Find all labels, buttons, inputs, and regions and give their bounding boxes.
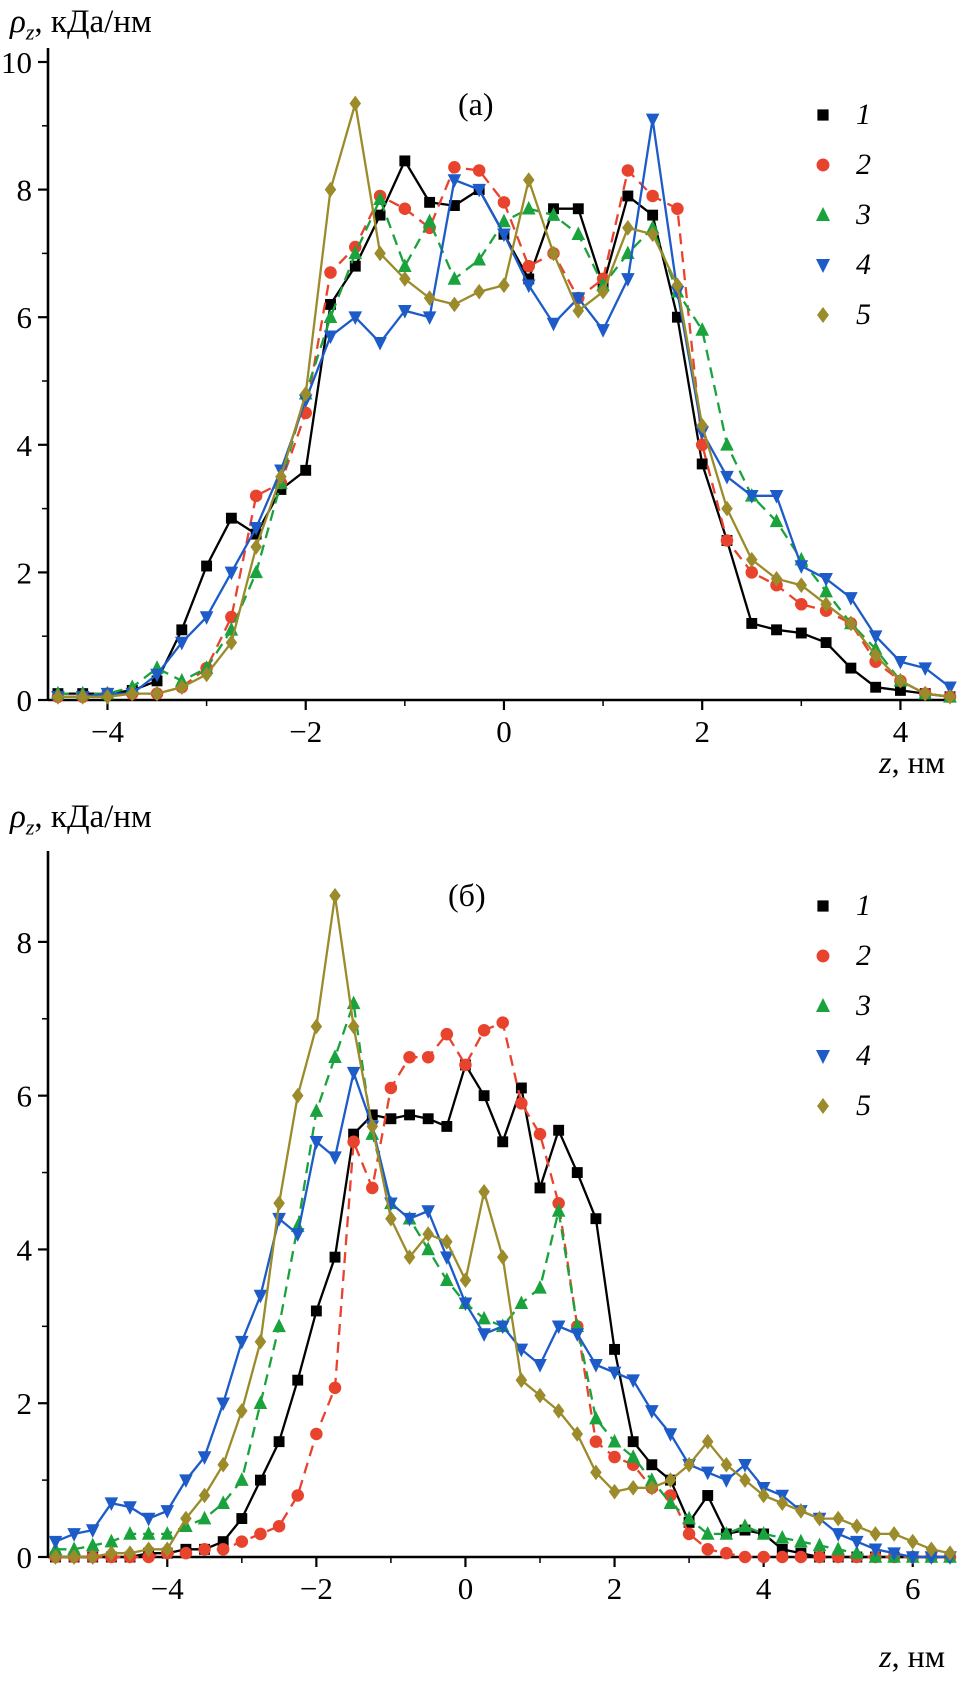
ticks: −4 −2 0 2 4 6 0 2 4 6 8 [17, 925, 921, 1606]
rho-symbol: ρ [10, 799, 26, 835]
axes [46, 48, 950, 702]
x-tick-label: −2 [300, 1571, 333, 1606]
legend-entry-1: 1 [812, 881, 871, 931]
x-tick-label: −2 [289, 714, 322, 749]
z-symbol: z [879, 1638, 892, 1674]
chart-canvas-b: −4 −2 0 2 4 6 0 2 4 6 8 [17, 851, 957, 1606]
legend-entry-label: 4 [856, 1039, 871, 1072]
legend-entry-5: 5 [812, 1081, 871, 1131]
legend-entry-label: 4 [856, 248, 871, 281]
legend-marker-triangle-up-icon [816, 997, 830, 1012]
rho-symbol: ρ [10, 4, 26, 40]
legend-marker-diamond-icon [817, 1097, 829, 1115]
x-tick-label: −4 [151, 1571, 184, 1606]
y-tick-label: 0 [17, 1540, 33, 1575]
y-axis-label: ρz, кДа/нм [10, 799, 152, 841]
y-tick-label: 6 [17, 300, 33, 335]
legend-entry-2: 2 [812, 140, 871, 190]
legend-entry-label: 5 [856, 1089, 871, 1122]
legend-entry-label: 1 [856, 889, 871, 922]
y-tick-label: 8 [17, 173, 33, 208]
y-tick-label: 4 [17, 1232, 33, 1267]
panel-label-b: (б) [448, 877, 486, 913]
legend-entry-3: 3 [812, 981, 871, 1031]
y-tick-label: 6 [17, 1079, 33, 1114]
series-5-markers [52, 95, 956, 705]
y-axis-label: ρz, кДа/нм [10, 4, 152, 46]
legend-a: 1 2 3 4 5 [812, 90, 871, 340]
legend-b: 1 2 3 4 5 [812, 881, 871, 1131]
y-tick-label: 4 [17, 428, 33, 463]
legend-entry-4: 4 [812, 1031, 871, 1081]
legend-entry-4: 4 [812, 240, 871, 290]
legend-marker-square-icon [817, 900, 829, 912]
legend-entry-label: 3 [856, 989, 871, 1022]
legend-marker-square-icon [817, 109, 829, 121]
legend-entry-label: 2 [856, 939, 871, 972]
rho-subscript: z [25, 814, 35, 840]
legend-entry-label: 2 [856, 148, 871, 181]
legend-marker-triangle-down-icon [816, 259, 830, 274]
legend-entry-label: 5 [856, 298, 871, 331]
y-tick-label: 0 [17, 683, 33, 718]
z-symbol: z [879, 744, 892, 780]
x-axis-label: z, нм [879, 744, 945, 781]
x-tick-label: 2 [694, 714, 710, 749]
y-axis-units: , кДа/нм [34, 4, 152, 40]
x-tick-label: 4 [756, 1571, 772, 1606]
legend-entry-label: 3 [856, 198, 871, 231]
legend-marker-circle-icon [816, 949, 830, 963]
legend-marker-circle-icon [816, 158, 830, 172]
x-tick-label: 6 [905, 1571, 921, 1606]
legend-entry-label: 1 [856, 98, 871, 131]
x-tick-label: 0 [496, 714, 512, 749]
x-tick-label: −4 [91, 714, 124, 749]
x-axis-units: , нм [891, 1638, 945, 1674]
x-tick-label: 2 [607, 1571, 623, 1606]
rho-subscript: z [25, 19, 35, 45]
y-tick-label: 10 [1, 45, 32, 80]
y-tick-label: 2 [17, 555, 33, 590]
chart-canvas-a: −4 −2 0 2 4 0 2 4 6 8 10 [1, 45, 957, 749]
x-tick-label: 4 [893, 714, 909, 749]
x-axis-label: z, нм [879, 1638, 945, 1675]
ticks: −4 −2 0 2 4 0 2 4 6 8 10 [1, 45, 909, 749]
series-4-markers [48, 1066, 957, 1565]
legend-entry-3: 3 [812, 190, 871, 240]
y-tick-label: 8 [17, 925, 33, 960]
legend-entry-5: 5 [812, 290, 871, 340]
x-tick-label: 0 [458, 1571, 474, 1606]
x-axis-units: , нм [891, 744, 945, 780]
y-axis-units: , кДа/нм [34, 799, 152, 835]
y-tick-label: 2 [17, 1386, 33, 1421]
panel-label-a: (а) [458, 86, 494, 122]
legend-entry-2: 2 [812, 931, 871, 981]
legend-marker-diamond-icon [817, 306, 829, 324]
legend-marker-triangle-up-icon [816, 206, 830, 221]
legend-marker-triangle-down-icon [816, 1050, 830, 1065]
legend-entry-1: 1 [812, 90, 871, 140]
series-5 [52, 95, 956, 705]
